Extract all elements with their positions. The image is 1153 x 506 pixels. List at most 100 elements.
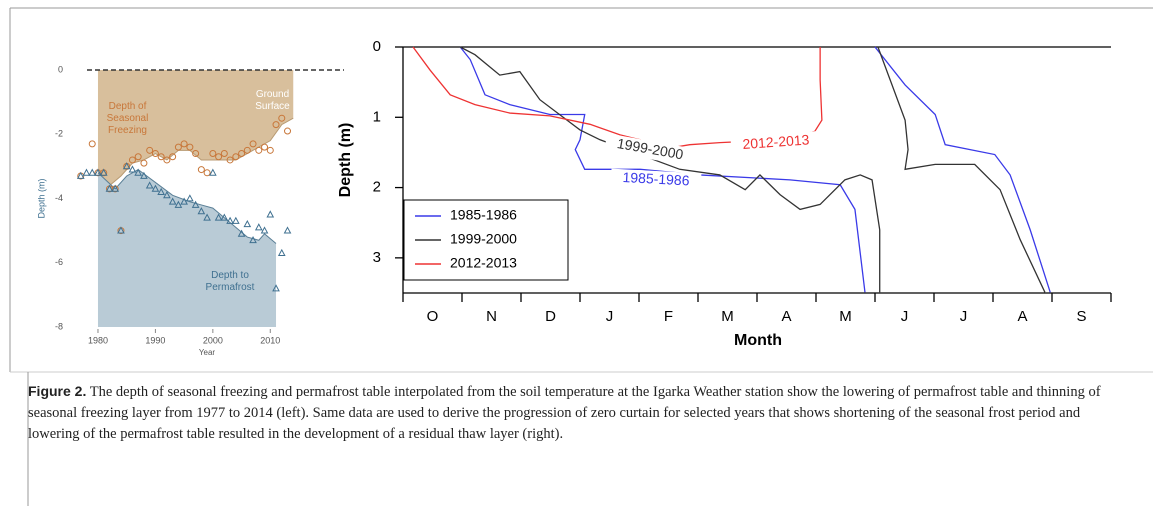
annotation: Depth of Seasonal Freezing <box>106 101 149 136</box>
y-tick-label: 2 <box>373 179 381 196</box>
permafrost-point <box>122 162 131 170</box>
permafrost-point <box>134 168 143 176</box>
freezing-point <box>249 140 257 148</box>
permafrost-point <box>283 226 292 234</box>
x-tick-label: D <box>545 308 556 325</box>
x-axis-label: Month <box>734 332 782 349</box>
freezing-point <box>128 156 136 164</box>
x-tick-label: 1990 <box>145 335 165 345</box>
inline-label-bg <box>730 130 822 156</box>
permafrost-point <box>197 207 206 215</box>
inline-label-bg <box>604 133 696 167</box>
freezing-point <box>232 153 240 161</box>
y-tick-label: -2 <box>55 129 63 139</box>
freezing-point <box>163 156 171 164</box>
legend-label: 1985-1986 <box>450 207 517 223</box>
area-edge <box>97 117 294 187</box>
permafrost-point <box>94 168 102 176</box>
freezing-point <box>238 150 246 158</box>
permafrost-point <box>186 194 194 202</box>
freezing-point <box>243 146 251 154</box>
permafrost-point <box>145 181 154 189</box>
x-tick-label: 2010 <box>260 335 280 345</box>
permafrost-point <box>209 168 217 176</box>
permafrost-point <box>214 213 223 221</box>
permafrost-point <box>277 248 286 257</box>
x-tick-label: J <box>960 308 968 325</box>
caption-label: Figure 2. <box>28 383 87 399</box>
permafrost-point <box>128 165 137 173</box>
x-tick-label: J <box>901 308 909 325</box>
freezing-point <box>266 146 274 154</box>
permafrost-point <box>82 168 91 176</box>
permafrost-point <box>151 184 160 192</box>
permafrost-point <box>231 216 240 224</box>
permafrost-point <box>237 229 246 237</box>
y-axis-label: Depth (m) <box>36 178 46 218</box>
x-tick-label: S <box>1076 308 1086 325</box>
y-tick-label: -6 <box>55 257 63 267</box>
freezing-point <box>284 127 292 135</box>
x-tick-label: A <box>781 308 791 325</box>
x-tick-label: A <box>1017 308 1027 325</box>
y-tick-label: 3 <box>373 249 381 266</box>
permafrost-point <box>191 200 200 208</box>
freezing-point <box>180 140 188 148</box>
permafrost-point <box>260 226 269 234</box>
freezing-point <box>169 153 177 161</box>
freezing-point <box>134 153 142 161</box>
freezing-point <box>88 140 96 148</box>
y-tick-label: -8 <box>55 321 63 331</box>
permafrost-point <box>111 184 120 192</box>
y-tick-label: 1 <box>373 108 381 125</box>
permafrost-point <box>249 236 257 244</box>
freezing-point <box>209 150 217 158</box>
freezing-point <box>203 169 211 177</box>
x-tick-label: N <box>486 308 497 325</box>
permafrost-point <box>76 171 85 179</box>
x-tick-label: F <box>664 308 673 325</box>
area <box>97 169 277 327</box>
permafrost-point <box>226 216 234 224</box>
permafrost-point <box>254 223 263 231</box>
permafrost-point <box>140 171 148 179</box>
x-tick-label: M <box>839 308 852 325</box>
permafrost-point <box>203 213 211 221</box>
freezing-point <box>278 114 286 122</box>
y-tick-label: 0 <box>373 38 381 55</box>
legend-label: 2012-2013 <box>450 255 517 271</box>
permafrost-point <box>272 284 280 292</box>
permafrost-point <box>220 213 229 221</box>
permafrost-point <box>99 168 108 176</box>
freezing-point <box>151 150 159 158</box>
freezing-point <box>220 150 228 158</box>
legend-label: 1999-2000 <box>450 231 517 247</box>
area-edge <box>97 168 277 244</box>
permafrost-point <box>117 226 125 234</box>
permafrost-point <box>163 191 171 199</box>
inline-label-bg <box>610 168 702 192</box>
freezing-point <box>261 143 269 151</box>
caption-text: The depth of seasonal freezing and perma… <box>28 384 1101 442</box>
freezing-point <box>192 150 200 158</box>
y-axis-label: Depth (m) <box>337 123 354 198</box>
series-line <box>459 46 1046 293</box>
x-tick-label: 1980 <box>88 335 108 345</box>
freezing-point <box>255 146 263 154</box>
permafrost-point <box>266 210 275 218</box>
freezing-point <box>215 153 223 161</box>
permafrost-point <box>243 219 252 228</box>
caption: Figure 2. The depth of seasonal freezing… <box>28 381 1133 445</box>
x-tick-label: M <box>721 308 734 325</box>
series-line <box>459 46 1051 293</box>
freezing-point <box>226 156 234 164</box>
inline-label: 2012-2013 <box>742 131 810 152</box>
freezing-point <box>140 159 148 167</box>
permafrost-point <box>105 184 114 192</box>
x-tick-label: O <box>427 308 439 325</box>
permafrost-point <box>180 197 188 205</box>
permafrost-point <box>168 197 177 205</box>
x-tick-label: 2000 <box>203 335 223 345</box>
